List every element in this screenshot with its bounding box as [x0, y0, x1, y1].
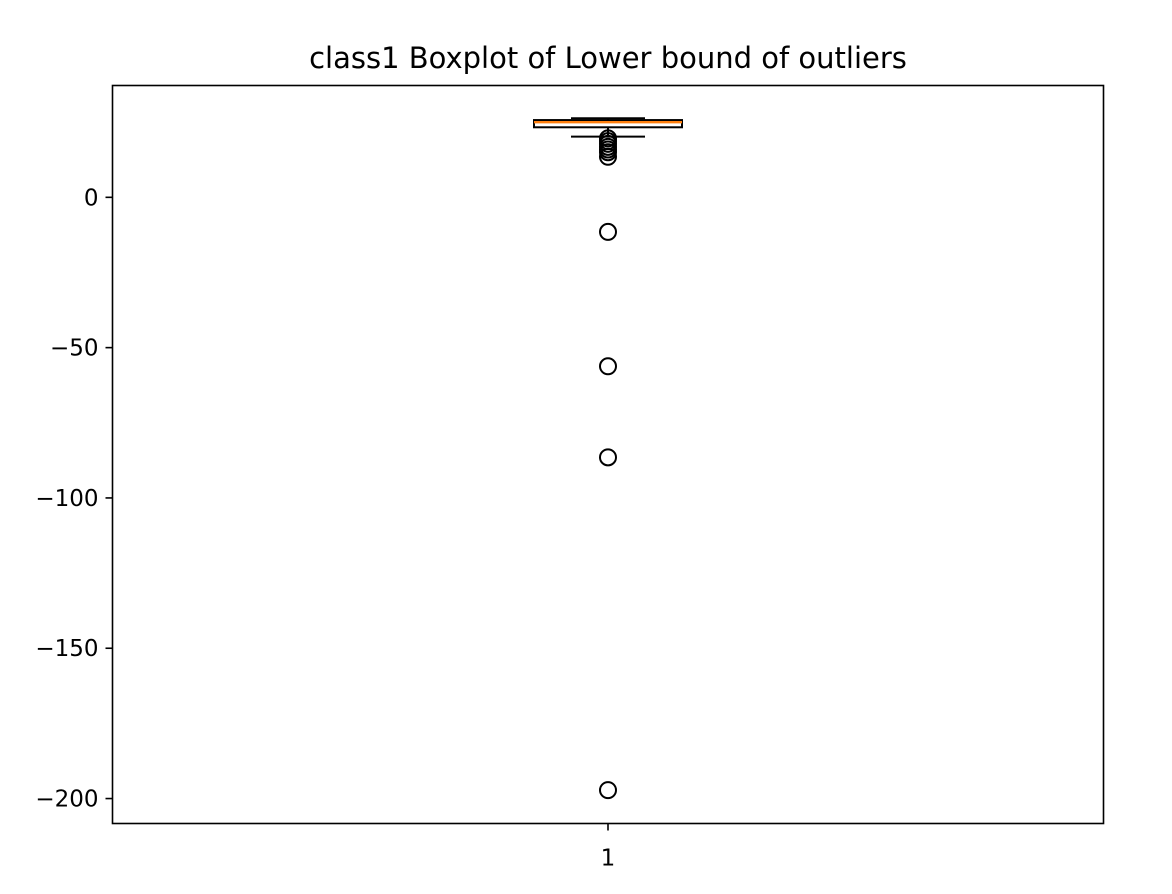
plot-frame: [111, 84, 1105, 825]
plot-area: [533, 117, 683, 800]
outlier-point: [599, 222, 617, 241]
outlier-point: [599, 147, 617, 166]
outlier-point: [599, 448, 617, 467]
y-tick-label: −200: [35, 787, 98, 813]
outlier-point: [599, 781, 617, 800]
y-tick-label: −150: [35, 636, 98, 662]
x-tick-label: 1: [601, 846, 616, 872]
y-tick-label: −100: [35, 486, 98, 512]
y-tick-label: 0: [84, 185, 99, 211]
y-tick-label: −50: [50, 336, 99, 362]
axes: 0 −50 −100 −150 −200 1: [35, 185, 615, 871]
outlier-point: [599, 357, 617, 376]
outlier-point: [599, 143, 617, 162]
box: [533, 119, 683, 129]
chart-title: class1 Boxplot of Lower bound of outlier…: [309, 41, 907, 75]
